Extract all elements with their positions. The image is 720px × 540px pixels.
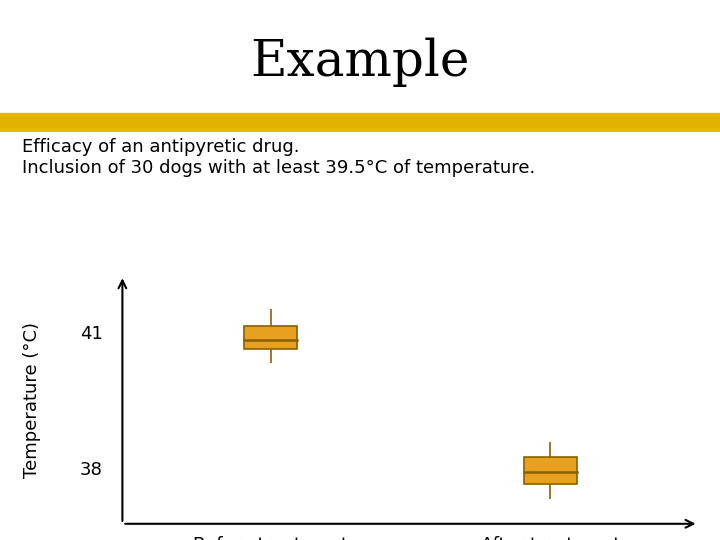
Bar bbox=[0, 117, 720, 127]
Text: Temperature (°C): Temperature (°C) bbox=[23, 322, 41, 477]
Text: After treatment: After treatment bbox=[480, 536, 620, 540]
Text: 41: 41 bbox=[80, 325, 103, 343]
Text: 38: 38 bbox=[80, 461, 103, 478]
Text: Before treatment: Before treatment bbox=[193, 536, 348, 540]
Text: Efficacy of an antipyretic drug.: Efficacy of an antipyretic drug. bbox=[22, 138, 299, 156]
Bar bbox=[524, 457, 577, 484]
Bar bbox=[244, 326, 297, 348]
Text: Example: Example bbox=[251, 38, 469, 87]
Text: Inclusion of 30 dogs with at least 39.5°C of temperature.: Inclusion of 30 dogs with at least 39.5°… bbox=[22, 159, 535, 177]
